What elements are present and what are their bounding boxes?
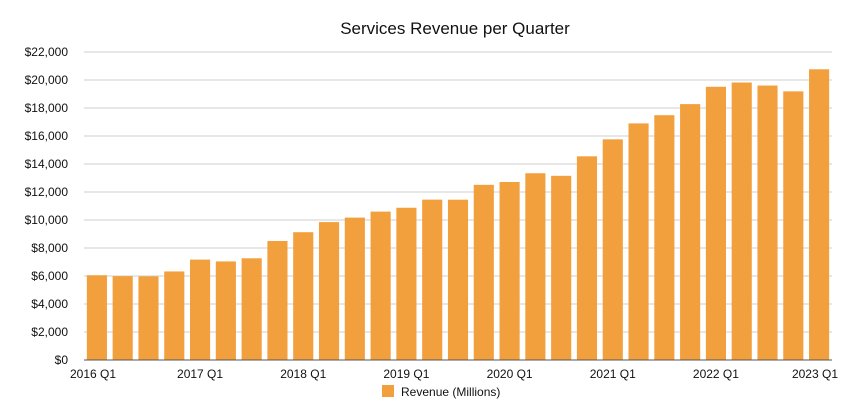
bar [447, 199, 469, 360]
y-tick-label: $18,000 [25, 101, 69, 115]
y-tick-label: $22,000 [25, 45, 69, 59]
y-tick-label: $6,000 [31, 269, 68, 283]
bar [525, 173, 546, 360]
bar [602, 139, 623, 360]
x-tick-label: 2016 Q1 [70, 367, 116, 381]
bar [473, 184, 494, 360]
bar [551, 175, 572, 360]
bar [731, 82, 752, 361]
x-axis-tick-labels: 2016 Q1 2017 Q1 2018 Q1 2019 Q1 2020 Q1 2021 … [70, 367, 838, 381]
legend: Revenue (Millions) [382, 385, 500, 399]
bars [86, 69, 830, 361]
bar [422, 199, 443, 360]
bar [190, 259, 211, 360]
bar [86, 275, 107, 360]
bar [628, 123, 649, 361]
x-tick-label: 2017 Q1 [177, 367, 223, 381]
x-tick-label: 2022 Q1 [693, 367, 739, 381]
x-tick-label: 2023 Q1 [792, 367, 838, 381]
legend-label: Revenue (Millions) [401, 385, 500, 399]
chart-title: Services Revenue per Quarter [340, 19, 570, 38]
y-tick-label: $14,000 [25, 157, 69, 171]
bar [112, 276, 133, 360]
bar [267, 240, 288, 360]
bar [396, 207, 417, 360]
y-tick-label: $12,000 [25, 185, 69, 199]
bar [783, 91, 804, 361]
bar [164, 271, 185, 360]
x-tick-label: 2020 Q1 [487, 367, 533, 381]
bar [241, 258, 262, 360]
y-tick-label: $10,000 [25, 213, 69, 227]
x-tick-label: 2021 Q1 [590, 367, 636, 381]
legend-swatch [382, 385, 394, 397]
bar [318, 222, 340, 360]
y-axis-tick-labels: $0 $2,000 $4,000 $6,000 $8,000 $10,000 $12,000… [25, 45, 69, 367]
bar [293, 232, 314, 360]
bar [680, 104, 701, 360]
bar [370, 211, 391, 360]
bar [138, 276, 159, 360]
x-tick-label: 2018 Q1 [280, 367, 326, 381]
bar [757, 85, 778, 360]
bar [809, 69, 830, 360]
y-tick-label: $8,000 [31, 241, 68, 255]
bar [654, 115, 675, 360]
x-tick-label: 2019 Q1 [383, 367, 429, 381]
bar [576, 156, 598, 360]
bar [705, 86, 726, 360]
y-tick-label: $0 [55, 353, 69, 367]
y-tick-label: $2,000 [31, 325, 68, 339]
bar [215, 261, 236, 360]
bar [499, 181, 520, 360]
y-tick-label: $4,000 [31, 297, 68, 311]
bar [344, 217, 365, 360]
y-tick-label: $20,000 [25, 73, 69, 87]
y-tick-label: $16,000 [25, 129, 69, 143]
